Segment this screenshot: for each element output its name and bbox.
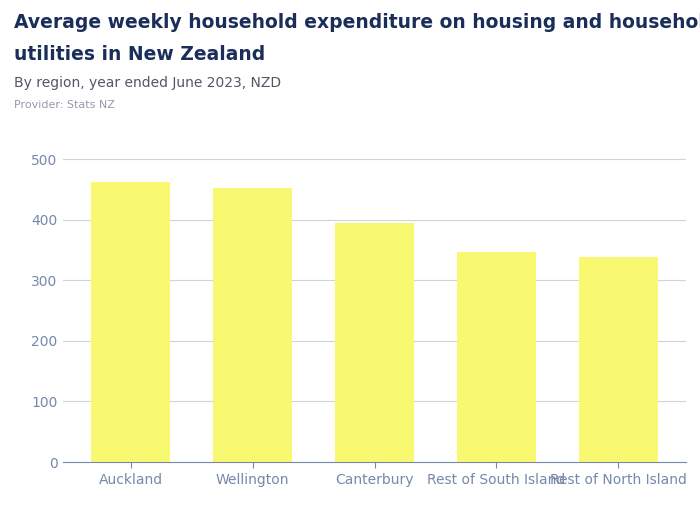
Bar	[335, 223, 414, 462]
Text: Provider: Stats NZ: Provider: Stats NZ	[14, 100, 115, 110]
Bar	[213, 188, 293, 462]
Text: Average weekly household expenditure on housing and household: Average weekly household expenditure on …	[14, 13, 700, 32]
Text: figure.nz: figure.nz	[587, 12, 663, 25]
Bar	[91, 182, 171, 462]
Text: By region, year ended June 2023, NZD: By region, year ended June 2023, NZD	[14, 76, 281, 90]
Bar	[456, 253, 536, 462]
Text: utilities in New Zealand: utilities in New Zealand	[14, 45, 265, 64]
Bar	[578, 257, 658, 462]
